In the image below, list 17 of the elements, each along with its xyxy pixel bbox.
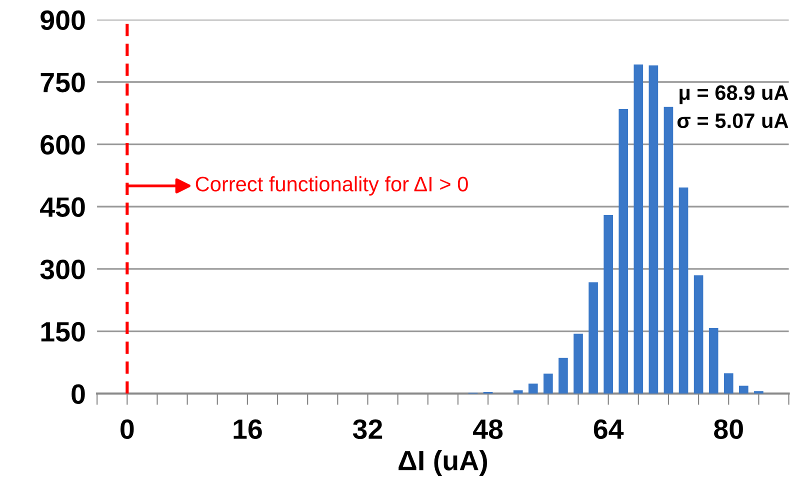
y-tick-label: 300 bbox=[40, 260, 85, 280]
x-tick-label: 0 bbox=[120, 419, 134, 440]
y-tick-label: 750 bbox=[40, 72, 85, 92]
y-tick-label: 900 bbox=[40, 10, 85, 30]
annotation: Correct functionality for ΔI > 0 bbox=[196, 176, 468, 196]
x-tick-label: 64 bbox=[594, 419, 624, 440]
x-tick-label: 32 bbox=[352, 419, 382, 440]
y-tick-label: 0 bbox=[72, 384, 85, 404]
y-tick-label: 150 bbox=[41, 322, 85, 342]
x-tick-label: 48 bbox=[473, 419, 503, 440]
annotation: μ = 68.9 uA bbox=[680, 85, 788, 104]
x-axis-title: ΔI (uA) bbox=[398, 450, 488, 476]
x-tick-label: 80 bbox=[714, 419, 743, 440]
y-tick-label: 450 bbox=[40, 197, 85, 217]
annotation: σ = 5.07 uA bbox=[677, 113, 788, 128]
y-tick-label: 600 bbox=[40, 134, 85, 155]
x-tick-label: 16 bbox=[234, 419, 262, 440]
